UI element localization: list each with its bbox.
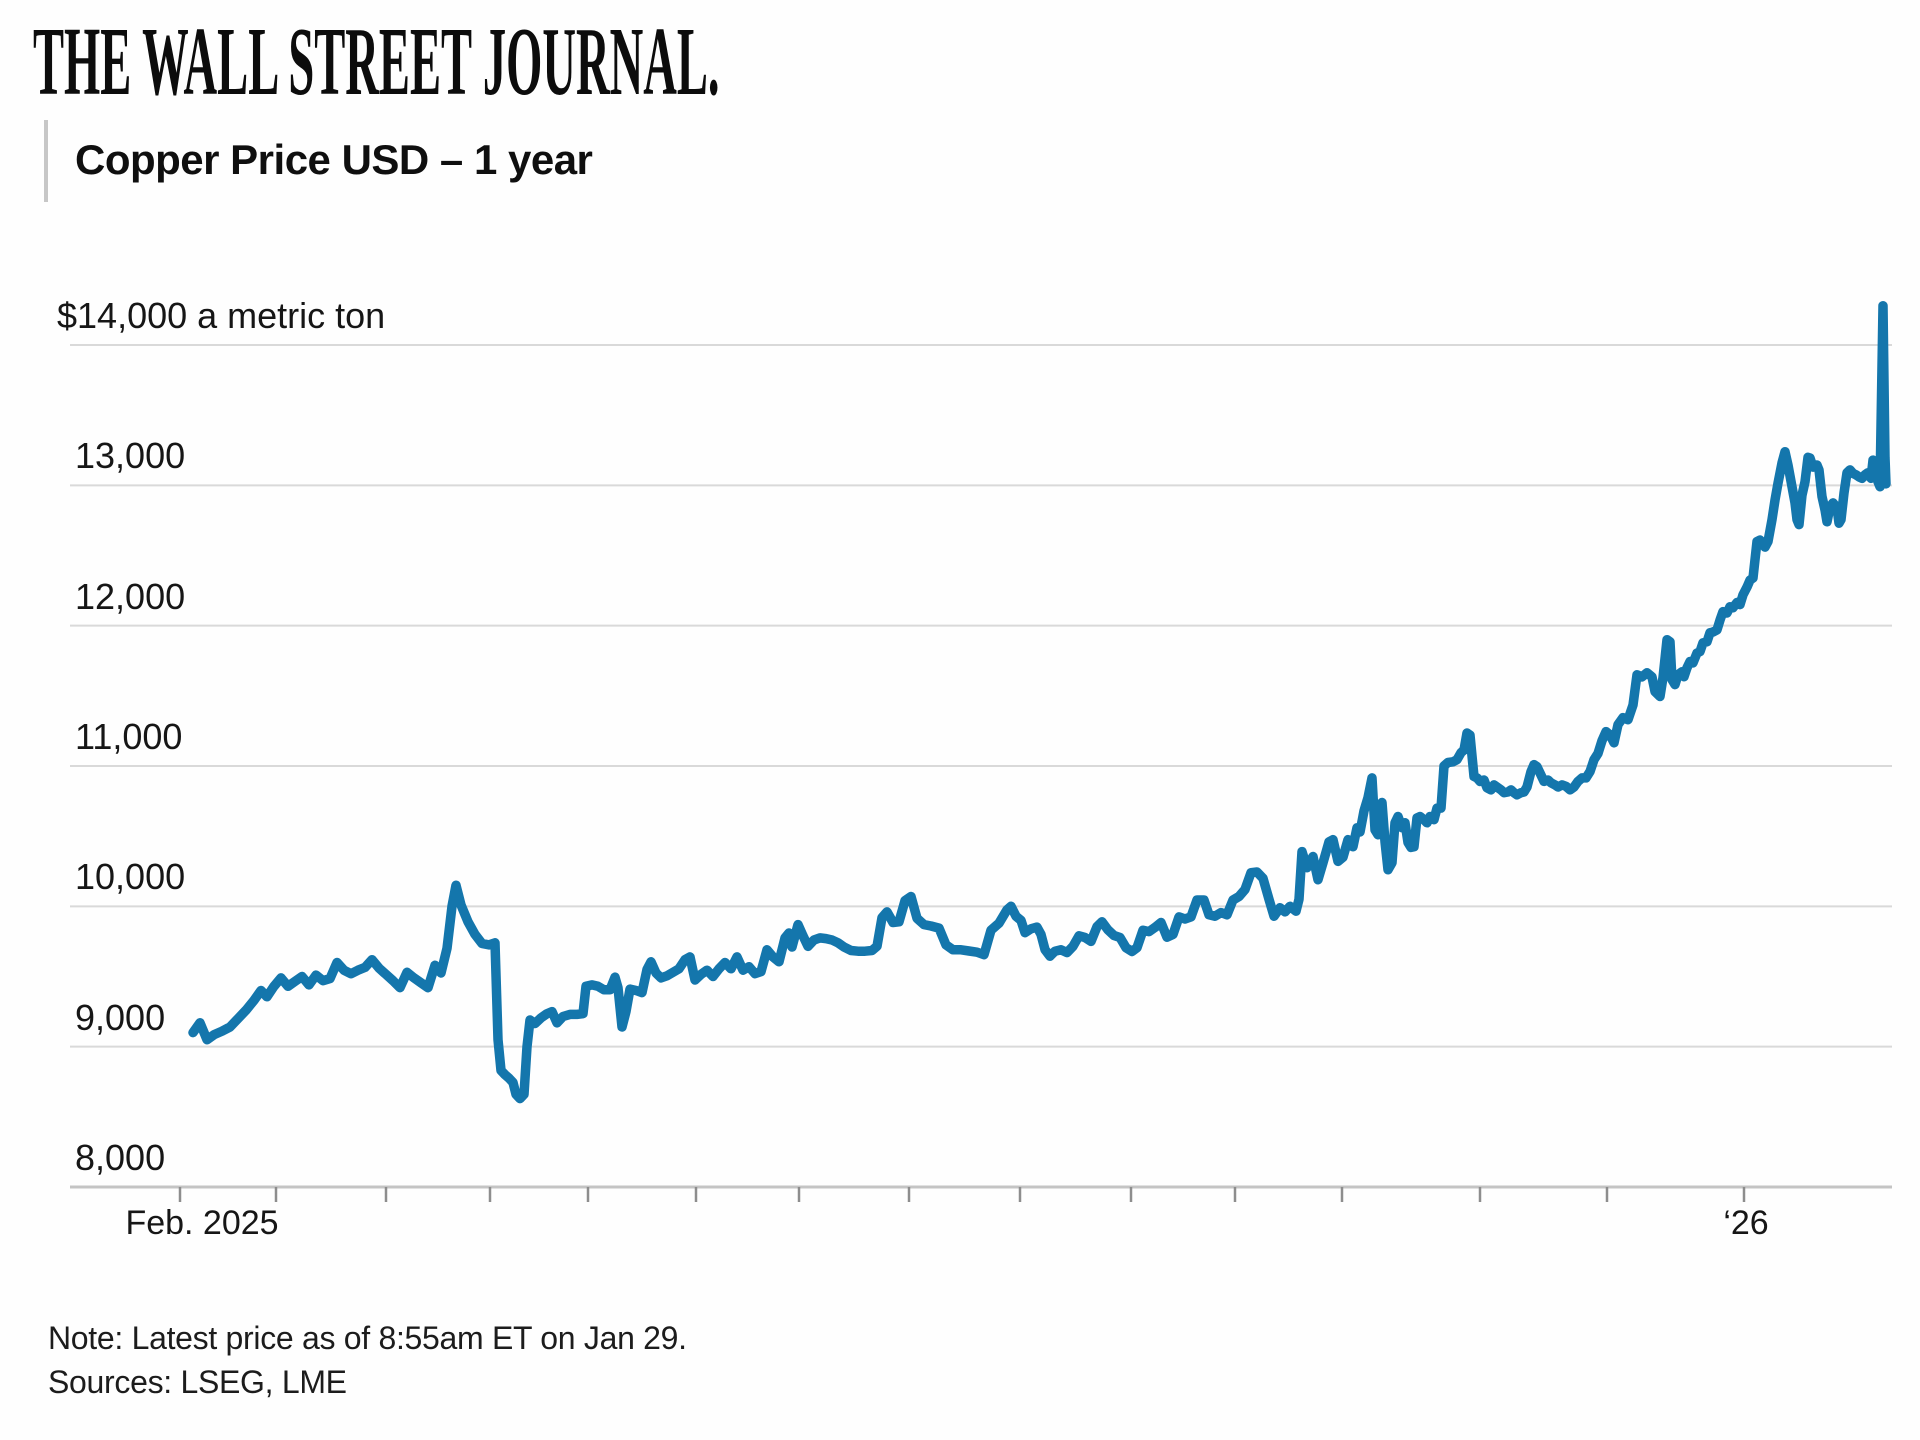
y-axis-label: $14,000 a metric ton — [57, 295, 386, 336]
title-accent-bar — [44, 120, 48, 202]
price-line — [188, 300, 1891, 1104]
y-axis-label: 12,000 — [75, 575, 186, 617]
y-axis-label: 11,000 — [75, 716, 183, 757]
x-axis-label-start: Feb. 2025 — [125, 1204, 279, 1242]
x-axis-label-end: ‘26 — [1723, 1204, 1769, 1242]
y-axis-label: 10,000 — [75, 856, 186, 898]
y-axis-label: 13,000 — [75, 435, 186, 477]
chart-sources: Sources: LSEG, LME — [48, 1364, 347, 1400]
y-axis-label: 8,000 — [75, 1137, 166, 1178]
chart-note: Note: Latest price as of 8:55am ET on Ja… — [48, 1320, 687, 1356]
y-axis-label: 9,000 — [75, 996, 166, 1038]
chart-title: Copper Price USD – 1 year — [75, 136, 593, 183]
wsj-masthead-logo: THE WALL STREET JOURNAL. — [33, 8, 720, 115]
